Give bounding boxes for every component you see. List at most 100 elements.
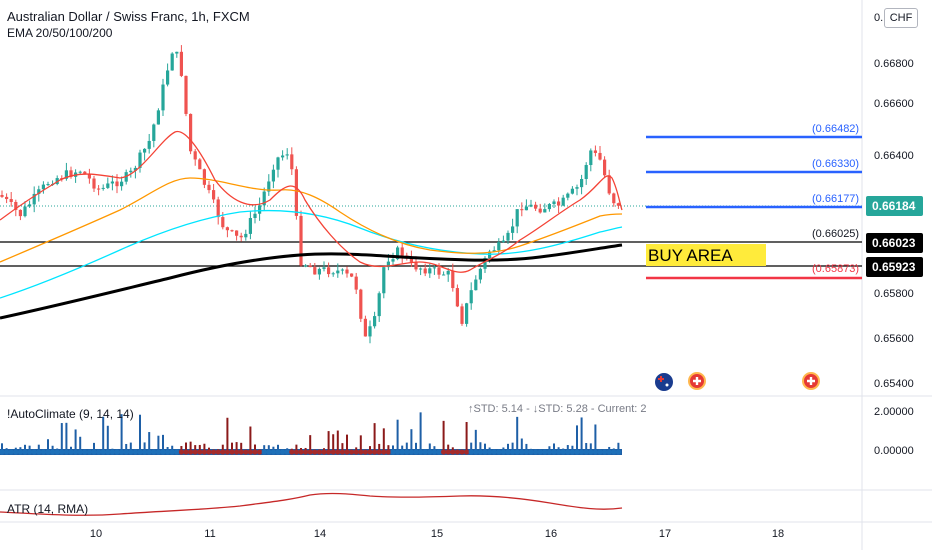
level-label-3: (0.66177) (812, 193, 860, 205)
autoclimate-dot (615, 449, 622, 455)
autoclimate-bar (93, 442, 95, 452)
candle-body (276, 157, 280, 170)
autoclimate-dot (367, 449, 373, 455)
autoclimate-dot (284, 449, 290, 455)
autoclimate-bar (346, 434, 348, 452)
autoclimate-dot (155, 449, 161, 455)
autoclimate-dot (519, 449, 525, 455)
autoclimate-dot (528, 449, 534, 455)
autoclimate-dot (500, 449, 506, 455)
candle-body (345, 269, 349, 274)
autoclimate-bar (387, 445, 390, 452)
candle-body (382, 267, 386, 294)
candle-body (373, 316, 377, 327)
autoclimate-dot (109, 449, 115, 455)
autoclimate-dot (454, 449, 460, 455)
autoclimate-bar (447, 444, 450, 452)
flag-au-icon[interactable] (654, 372, 674, 392)
autoclimate-dot (270, 449, 276, 455)
candle-body (28, 204, 32, 207)
autoclimate-bar (102, 416, 105, 452)
candle-body (166, 70, 170, 85)
autoclimate-bar (263, 445, 266, 452)
ema100-line (0, 209, 623, 299)
candle-body (557, 201, 561, 206)
autoclimate-dot (602, 449, 608, 455)
autoclimate-dot (606, 449, 612, 455)
autoclimate-dot (77, 449, 83, 455)
candle-body (9, 199, 13, 202)
candle-body (584, 165, 588, 180)
autoclimate-dot (505, 449, 511, 455)
autoclimate-dot (339, 449, 345, 455)
candle-body (14, 201, 18, 210)
autoclimate-bar (428, 443, 431, 452)
candle-body (534, 204, 538, 209)
candle-body (198, 159, 202, 170)
candle-body (313, 267, 317, 275)
time-axis-label: 16 (544, 528, 558, 540)
autoclimate-dot (13, 449, 19, 455)
candle-body (561, 197, 565, 206)
candle-body (267, 181, 271, 192)
candle-body (32, 193, 36, 205)
candle-body (184, 75, 188, 114)
autoclimate-dot (123, 449, 129, 455)
event-ch-icon[interactable] (802, 372, 820, 390)
autoclimate-bar (396, 419, 399, 452)
candle-body (175, 51, 179, 54)
autoclimate-dot (611, 449, 617, 455)
autoclimate-bar (254, 444, 256, 452)
autoclimate-dot (542, 449, 548, 455)
ema20-line (0, 130, 623, 273)
autoclimate-bar (419, 412, 422, 452)
candle-body (460, 306, 464, 324)
ema200-line (0, 243, 623, 320)
candle-body (529, 204, 533, 207)
candle-body (455, 288, 459, 307)
autoclimate-bar (401, 445, 404, 452)
autoclimate-dot (418, 449, 424, 455)
autoclimate-dot (8, 449, 14, 455)
candle-body (41, 184, 45, 190)
candle-body (340, 269, 344, 271)
candle-body (336, 270, 340, 274)
candles-group (0, 45, 620, 344)
candle-body (221, 217, 225, 228)
autoclimate-bar (139, 414, 141, 452)
autoclimate-bar (617, 442, 620, 452)
atr-title: ATR (14, RMA) (7, 502, 89, 516)
event-ch-icon[interactable] (688, 372, 706, 390)
autoclimate-bar (341, 443, 344, 452)
autoclimate-bar (125, 443, 128, 452)
candle-body (363, 318, 367, 337)
autoclimate-dot (509, 449, 516, 455)
autoclimate-dot (257, 449, 263, 455)
current-price-tag: 0.66184 (866, 196, 923, 216)
autoclimate-dot (592, 449, 599, 455)
currency-button[interactable]: CHF (884, 8, 918, 28)
autoclimate-dot (59, 449, 65, 455)
autoclimate-bar (415, 442, 417, 452)
autoclimate-dot (68, 449, 74, 455)
candle-body (106, 183, 110, 188)
candle-body (78, 171, 82, 173)
autoclimate-dot (197, 449, 203, 455)
buy-area-label: BUY AREA (648, 246, 733, 265)
autoclimate-bar (553, 443, 555, 452)
autoclimate-dot (459, 449, 465, 455)
time-axis-label: 17 (658, 528, 672, 540)
candle-body (612, 193, 616, 204)
autoclimate-bar (240, 442, 243, 452)
candle-body (0, 195, 4, 197)
autoclimate-dot (261, 449, 267, 455)
autoclimate-axis-label: 2.00000 (874, 406, 914, 418)
autoclimate-bar (470, 442, 473, 452)
atr-line (0, 492, 623, 516)
candle-body (570, 188, 574, 194)
candle-body (248, 218, 252, 234)
autoclimate-dot (142, 449, 148, 455)
candle-body (520, 209, 524, 211)
candle-body (69, 170, 73, 177)
